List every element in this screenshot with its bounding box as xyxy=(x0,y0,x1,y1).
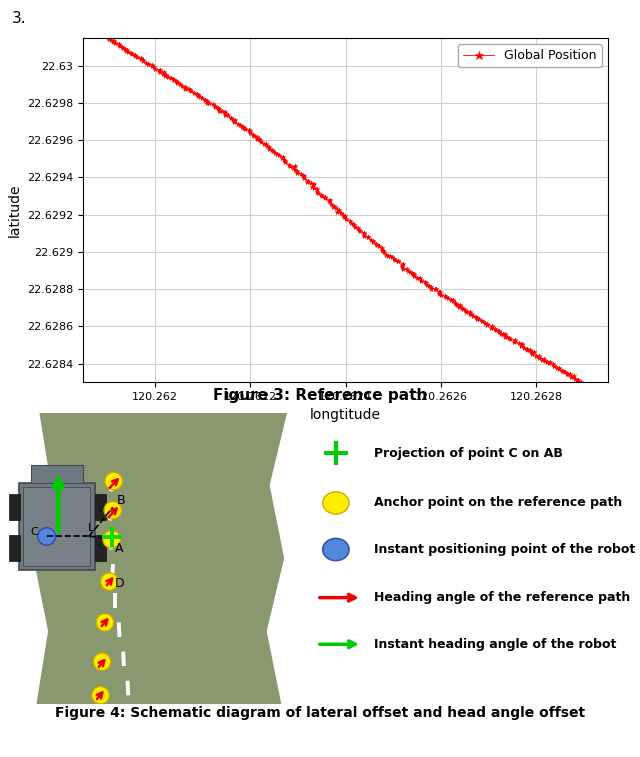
Text: Projection of point C on AB: Projection of point C on AB xyxy=(374,447,563,459)
Global Position xyxy=(104,34,111,43)
Bar xyxy=(9,494,20,520)
X-axis label: longtitude: longtitude xyxy=(310,407,381,422)
Bar xyxy=(19,482,95,570)
Text: B: B xyxy=(116,494,125,507)
Bar xyxy=(23,487,90,565)
Bar xyxy=(9,535,20,561)
Text: Instant positioning point of the robot: Instant positioning point of the robot xyxy=(374,543,635,556)
Legend: Global Position: Global Position xyxy=(458,44,602,67)
Circle shape xyxy=(323,492,349,514)
Text: Heading angle of the reference path: Heading angle of the reference path xyxy=(374,591,630,604)
Text: Instant heading angle of the robot: Instant heading angle of the robot xyxy=(374,637,616,651)
Circle shape xyxy=(105,472,122,490)
Circle shape xyxy=(103,531,120,548)
Global Position xyxy=(403,264,411,273)
Global Position xyxy=(518,339,525,348)
Circle shape xyxy=(104,501,122,519)
Circle shape xyxy=(93,653,111,671)
Text: Figure 3: Reference path: Figure 3: Reference path xyxy=(213,388,427,403)
Text: 3.: 3. xyxy=(12,11,26,26)
Text: C: C xyxy=(31,527,38,537)
Global Position xyxy=(593,387,600,396)
Text: A: A xyxy=(115,542,124,555)
Bar xyxy=(31,465,83,482)
Y-axis label: latitude: latitude xyxy=(8,183,22,237)
Polygon shape xyxy=(33,413,287,704)
Circle shape xyxy=(96,614,114,631)
Text: D: D xyxy=(115,577,125,590)
Line: Global Position: Global Position xyxy=(105,36,599,394)
Bar xyxy=(95,494,106,520)
Global Position xyxy=(545,358,552,367)
Text: Anchor point on the reference path: Anchor point on the reference path xyxy=(374,497,622,509)
Global Position xyxy=(394,257,402,266)
Circle shape xyxy=(92,687,109,704)
Global Position xyxy=(394,257,402,266)
Global Position xyxy=(105,35,113,44)
Circle shape xyxy=(323,538,349,561)
Bar xyxy=(95,535,106,561)
Circle shape xyxy=(100,573,118,590)
Text: Figure 4: Schematic diagram of lateral offset and head angle offset: Figure 4: Schematic diagram of lateral o… xyxy=(55,706,585,720)
Circle shape xyxy=(38,528,56,545)
Text: L: L xyxy=(88,522,93,533)
